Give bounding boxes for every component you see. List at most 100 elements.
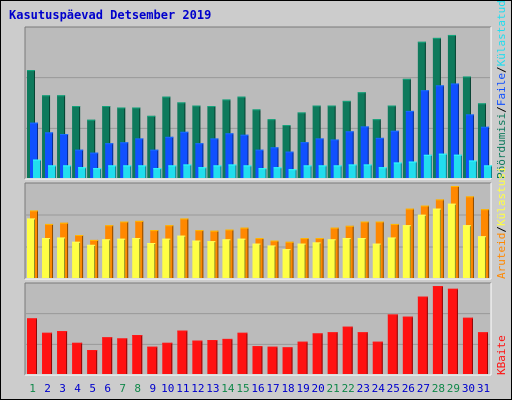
bar-top-s0-5	[87, 119, 96, 178]
bar-bottom-s0-5-shade	[96, 350, 98, 374]
bar-top-s0-9-shade	[154, 115, 156, 178]
bar-top-s2-23-highlight	[363, 164, 372, 166]
bar-middle-s0-2-shade	[52, 223, 54, 278]
bar-top-s2-21	[333, 165, 342, 178]
bar-top-s0-29-highlight	[447, 34, 456, 36]
bar-top-s2-15	[243, 165, 252, 178]
bar-top-s0-12-highlight	[192, 105, 201, 107]
bar-middle-s0-10-highlight	[165, 225, 174, 227]
bar-middle-s1-11	[177, 235, 186, 278]
bar-middle-s0-17-highlight	[270, 240, 279, 242]
bar-top-s2-1	[33, 159, 41, 178]
bar-top-s1-24	[375, 137, 384, 178]
bar-top-s2-20-shade	[325, 165, 327, 178]
bar-middle-s0-6-highlight	[105, 225, 114, 227]
bar-middle-s0-21-shade	[337, 227, 339, 278]
bar-bottom-s0-23-highlight	[357, 332, 368, 334]
bar-bottom-s0-28-shade	[441, 286, 443, 374]
bar-top-s2-13	[213, 165, 222, 178]
bar-top-s2-28-shade	[445, 153, 447, 178]
bar-bottom-s0-29-highlight	[447, 288, 458, 290]
bar-middle-s1-17	[267, 245, 276, 278]
x-tick-label: 12	[191, 382, 204, 395]
bar-top-s2-12	[198, 167, 207, 178]
bar-bottom-s0-4	[72, 342, 83, 374]
bar-middle-s1-16-shade	[259, 243, 261, 278]
bar-top-s2-3-shade	[70, 165, 72, 178]
bar-middle-s1-22	[342, 238, 351, 278]
bar-middle-s0-27-highlight	[420, 205, 429, 207]
bar-top-s2-20	[318, 165, 327, 178]
bar-middle-s1-21-shade	[334, 239, 336, 278]
bar-top-s2-7	[123, 165, 132, 178]
bar-middle-s1-30-shade	[469, 225, 471, 278]
bar-top-s2-6	[108, 165, 117, 178]
bar-middle-s0-1-highlight	[30, 210, 38, 212]
bar-top-s2-2-shade	[55, 165, 57, 178]
legend-item: /	[495, 226, 508, 233]
bar-top-s2-22	[348, 164, 357, 178]
bar-bottom-s0-12-shade	[201, 340, 203, 374]
bar-top-s1-21-highlight	[330, 139, 339, 141]
bar-top-s2-28	[438, 153, 447, 178]
bar-top-s1-13-highlight	[210, 138, 219, 140]
bar-top-s2-30-highlight	[468, 160, 477, 162]
bar-top-s0-16-shade	[259, 109, 261, 178]
bar-middle-s1-6-shade	[109, 239, 111, 278]
bar-top-s0-28-highlight	[432, 37, 441, 39]
bar-middle-s0-18-shade	[292, 241, 294, 278]
bar-top-s0-30-highlight	[462, 76, 471, 78]
bar-middle-s0-18-highlight	[285, 241, 294, 243]
bar-top-s1-13	[210, 138, 219, 178]
bar-middle-s1-6	[102, 239, 111, 278]
x-tick-label: 24	[372, 382, 386, 395]
bar-bottom-s0-7-highlight	[117, 338, 128, 340]
bar-middle-s0-8-highlight	[135, 220, 144, 222]
x-tick-label: 6	[104, 382, 111, 395]
bar-middle-s1-24-shade	[379, 243, 381, 278]
bar-top-s2-4-shade	[85, 167, 87, 178]
bar-middle-s1-26	[402, 225, 411, 278]
bar-bottom-s0-6	[102, 337, 113, 374]
bar-bottom-s0-8-shade	[141, 335, 143, 374]
bar-top-s1-12	[195, 143, 204, 178]
bar-middle-s1-5-highlight	[87, 244, 96, 246]
bar-bottom-s0-30	[462, 317, 473, 374]
bar-top-s2-13-shade	[220, 165, 222, 178]
x-tick-label: 5	[89, 382, 96, 395]
bar-top-s0-13-highlight	[207, 106, 216, 108]
bar-middle-s0-3-shade	[67, 222, 69, 278]
bar-bottom-s0-8	[132, 335, 143, 374]
x-tick-label: 15	[236, 382, 249, 395]
bar-middle-s1-8-shade	[139, 238, 141, 278]
bar-bottom-s0-24	[372, 341, 383, 374]
bar-top-s2-31-shade	[490, 165, 492, 178]
bar-middle-s1-26-shade	[409, 225, 411, 278]
bar-bottom-s0-12	[192, 340, 203, 374]
bar-middle-s1-23-highlight	[357, 238, 366, 240]
bar-top-s2-10-shade	[175, 165, 177, 178]
bar-top-s2-11-highlight	[183, 164, 192, 166]
bar-top-s1-23-shade	[367, 126, 369, 178]
bar-middle-s0-25-highlight	[390, 223, 399, 225]
bar-middle-s1-9-shade	[154, 242, 156, 278]
bar-bottom-s0-12-highlight	[192, 340, 203, 342]
bar-top-s1-27-highlight	[420, 90, 429, 92]
chart-panels: Pöördumisi/Faile/Külastatud lkAruteid/Kü…	[24, 1, 508, 376]
bar-bottom-s0-22-shade	[351, 326, 353, 374]
legend-item: Aruteid	[495, 233, 508, 279]
bar-middle-s0-27-shade	[427, 205, 429, 278]
bar-top-s1-10	[165, 136, 174, 178]
bar-top-s0-10-highlight	[162, 96, 171, 98]
bar-top-s1-15-shade	[247, 134, 249, 178]
bar-top-s1-28-highlight	[435, 85, 444, 87]
bar-top-s2-4	[78, 167, 87, 178]
bar-middle-s0-20-shade	[322, 238, 324, 278]
bar-bottom-s0-26-highlight	[402, 316, 413, 318]
bar-middle-s0-13-highlight	[210, 230, 219, 232]
bar-middle-s0-12-highlight	[195, 230, 204, 232]
bar-bottom-s0-27	[417, 296, 428, 374]
bar-bottom-s0-25	[387, 314, 398, 374]
bar-bottom-s0-25-highlight	[387, 314, 398, 316]
bar-top-s1-22-highlight	[345, 131, 354, 133]
